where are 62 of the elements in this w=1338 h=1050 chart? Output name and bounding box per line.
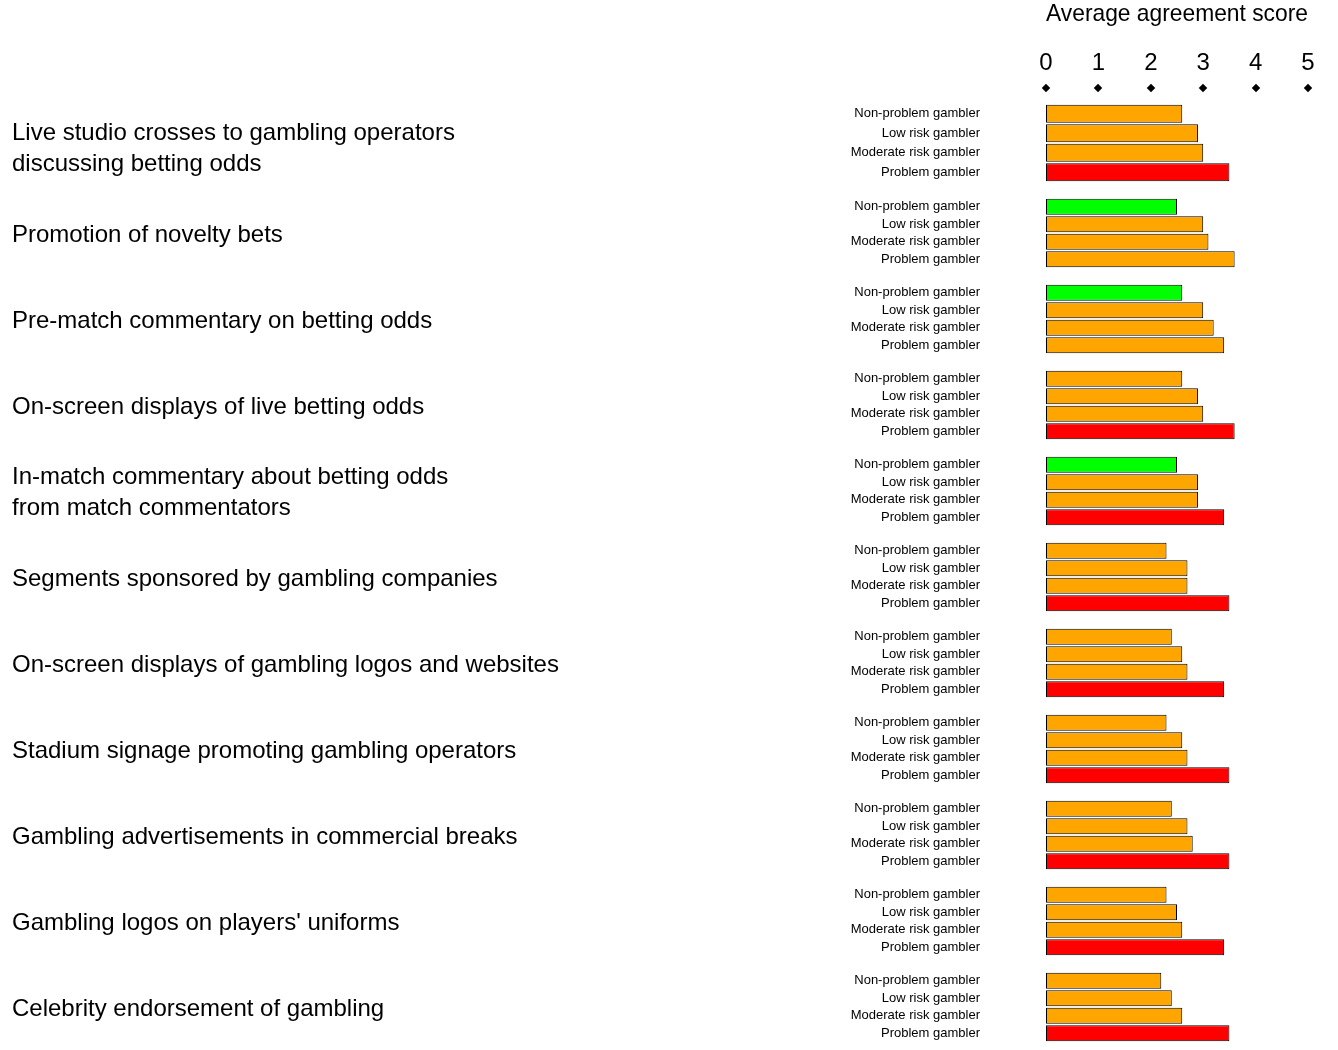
y-tick-label: Problem gambler xyxy=(881,852,981,868)
y-tick-label: Low risk gambler xyxy=(881,559,981,575)
y-axis-title: Pre-match commentary on betting odds xyxy=(12,304,433,335)
x-tick-label: 2 xyxy=(1144,48,1158,76)
y-axis-title: On-screen displays of live betting odds xyxy=(12,390,425,421)
y-tick-label: Problem gambler xyxy=(881,336,981,352)
y-tick-label: Moderate risk gambler xyxy=(850,577,981,593)
y-tick-label: Moderate risk gambler xyxy=(850,1007,981,1023)
y-tick-label: Problem gambler xyxy=(881,594,981,610)
y-tick-label: Low risk gambler xyxy=(881,731,981,747)
y-tick-label: Problem gambler xyxy=(881,422,981,438)
y-tick-label: Problem gambler xyxy=(881,1024,981,1040)
y-axis-title: On-screen displays of gambling logos and websites xyxy=(12,648,559,679)
y-tick-label: Non-problem gambler xyxy=(854,198,981,214)
y-tick-label: Low risk gambler xyxy=(881,817,981,833)
y-tick-label: Moderate risk gambler xyxy=(850,144,981,160)
y-tick-label: Moderate risk gambler xyxy=(850,491,981,507)
y-tick-label: Low risk gambler xyxy=(881,301,981,317)
y-tick-label: Problem gambler xyxy=(881,163,981,179)
y-axis-title: Celebrity endorsement of gambling xyxy=(12,992,385,1023)
y-tick-label: Problem gambler xyxy=(881,250,981,266)
y-tick-label: Problem gambler xyxy=(881,508,981,524)
y-axis-title: Gambling logos on players' uniforms xyxy=(12,906,400,937)
y-tick-label: Low risk gambler xyxy=(881,645,981,661)
y-tick-label: Low risk gambler xyxy=(881,387,981,403)
y-tick-label: Non-problem gambler xyxy=(854,542,981,558)
y-tick-label: Non-problem gambler xyxy=(854,105,981,121)
y-tick-label: Non-problem gambler xyxy=(854,886,981,902)
y-tick-label: Problem gambler xyxy=(881,938,981,954)
y-tick-label: Non-problem gambler xyxy=(854,628,981,644)
y-axis-title: Stadium signage promoting gambling operators xyxy=(12,734,517,765)
x-tick-label: 4 xyxy=(1248,48,1263,76)
x-tick-label: 3 xyxy=(1196,48,1210,76)
y-tick-label: Non-problem gambler xyxy=(854,456,981,472)
y-tick-label: Non-problem gambler xyxy=(854,714,981,730)
y-tick-label: Moderate risk gambler xyxy=(850,319,981,335)
y-axis-title: Gambling advertisements in commercial breaks xyxy=(12,820,518,851)
y-tick-label: Moderate risk gambler xyxy=(850,405,981,421)
y-axis-title: Promotion of novelty bets xyxy=(12,218,283,249)
y-axis-title: Segments sponsored by gambling companies xyxy=(12,562,498,593)
x-tick-label: 0 xyxy=(1039,48,1053,76)
y-tick-label: Moderate risk gambler xyxy=(850,233,981,249)
x-axis-title: Average agreement score xyxy=(1046,0,1308,27)
y-tick-label: Non-problem gambler xyxy=(854,284,981,300)
y-tick-label: Problem gambler xyxy=(881,766,981,782)
y-tick-label: Moderate risk gambler xyxy=(850,921,981,937)
x-tick-label: 5 xyxy=(1301,48,1315,76)
y-tick-label: Non-problem gambler xyxy=(854,972,981,988)
x-tick-label: 1 xyxy=(1091,48,1106,76)
y-tick-label: Non-problem gambler xyxy=(854,800,981,816)
y-tick-label: Moderate risk gambler xyxy=(850,749,981,765)
y-tick-label: Moderate risk gambler xyxy=(850,663,981,679)
y-tick-label: Low risk gambler xyxy=(881,989,981,1005)
y-tick-label: Low risk gambler xyxy=(881,903,981,919)
y-tick-label: Non-problem gambler xyxy=(854,370,981,386)
y-axis-title: Live studio crosses to gambling operators discussing betting odds xyxy=(12,117,455,178)
y-tick-label: Low risk gambler xyxy=(881,473,981,489)
y-tick-label: Problem gambler xyxy=(881,680,981,696)
y-tick-label: Low risk gambler xyxy=(881,215,981,231)
y-tick-label: Low risk gambler xyxy=(881,124,981,140)
y-tick-label: Moderate risk gambler xyxy=(850,835,981,851)
y-axis-title: In-match commentary about betting odds from match commentators xyxy=(12,461,449,522)
